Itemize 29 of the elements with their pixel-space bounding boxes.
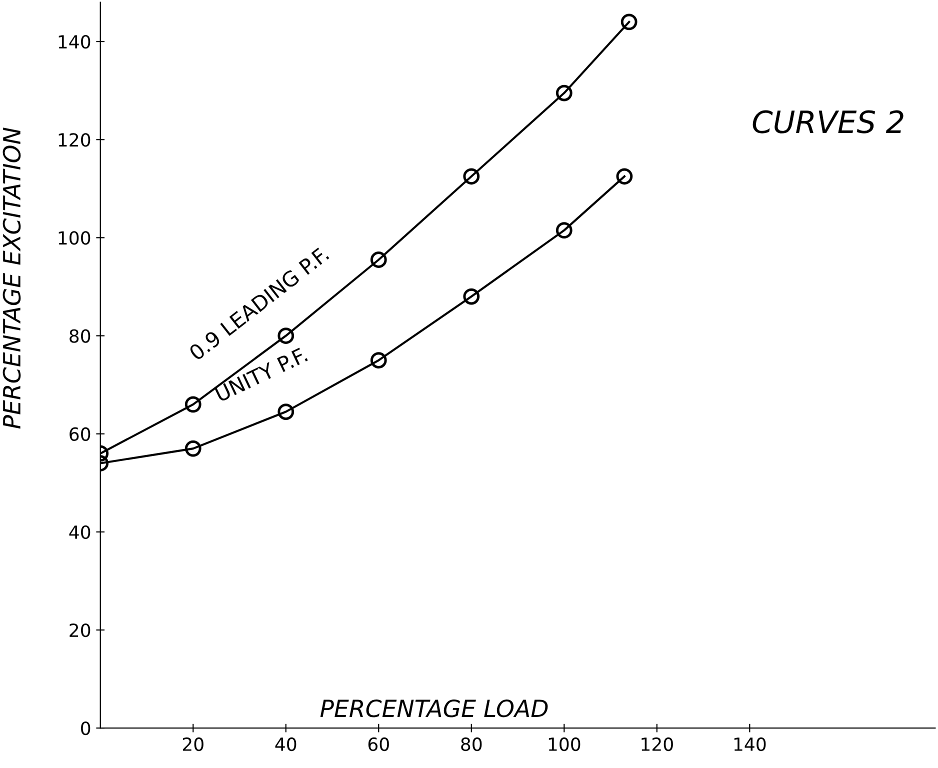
y-tick-label: 120: [58, 133, 90, 147]
point: [278, 404, 294, 420]
y-tick-label: 100: [58, 231, 90, 245]
point: [370, 352, 387, 368]
point: [463, 168, 480, 185]
annotation: CURVES 2: [752, 110, 904, 134]
y-tick-label: 20: [70, 623, 90, 638]
point: [620, 14, 638, 30]
x-tick-label: 60: [368, 737, 389, 752]
point: [616, 168, 633, 185]
point: [184, 396, 202, 413]
x-tick-label: 20: [182, 737, 204, 752]
x-tick-label: 140: [734, 737, 766, 752]
x-axis-title: PERCENTAGE LOAD: [320, 699, 548, 718]
y-axis-title: PERCENTAGE EXCITATION: [2, 128, 21, 429]
y-tick-label: 0: [81, 722, 90, 736]
point: [556, 222, 572, 239]
point: [370, 252, 387, 268]
x-tick-label: 100: [548, 737, 580, 752]
point: [556, 84, 572, 102]
x-tick-label: 40: [275, 737, 296, 752]
y-tick-label: 140: [58, 34, 90, 49]
x-tick-label: 80: [461, 737, 482, 752]
y-tick-label: 80: [70, 329, 90, 343]
y-tick-label: 60: [70, 427, 90, 441]
x-tick-label: 120: [642, 737, 673, 752]
y-tick-label: 40: [69, 525, 90, 540]
point: [184, 440, 202, 457]
point: [463, 288, 480, 305]
